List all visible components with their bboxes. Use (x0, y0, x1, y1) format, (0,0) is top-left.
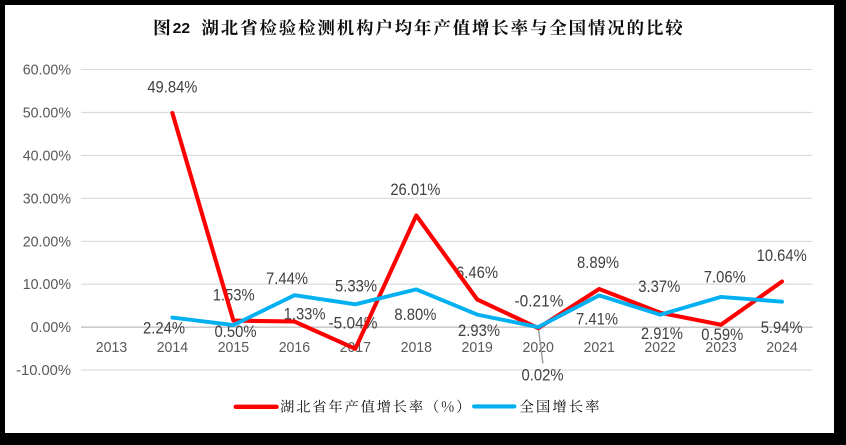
svg-text:60.00%: 60.00% (23, 62, 71, 79)
svg-text:30.00%: 30.00% (23, 190, 71, 207)
svg-text:2013: 2013 (96, 339, 127, 356)
svg-text:2024: 2024 (766, 339, 797, 356)
svg-text:50.00%: 50.00% (23, 104, 71, 121)
svg-text:2.91%: 2.91% (641, 324, 683, 343)
svg-text:26.01%: 26.01% (390, 180, 440, 199)
svg-text:7.41%: 7.41% (576, 310, 618, 329)
svg-text:8.80%: 8.80% (394, 305, 436, 324)
svg-text:2019: 2019 (462, 339, 493, 356)
svg-text:10.00%: 10.00% (23, 276, 71, 293)
svg-text:2.93%: 2.93% (458, 321, 500, 340)
svg-text:0.02%: 0.02% (522, 366, 564, 385)
svg-text:5.94%: 5.94% (761, 318, 803, 337)
svg-text:1.33%: 1.33% (284, 305, 326, 324)
svg-text:5.33%: 5.33% (335, 277, 377, 296)
svg-text:10.64%: 10.64% (757, 246, 807, 265)
svg-text:22: 22 (173, 20, 191, 37)
svg-text:2018: 2018 (401, 339, 432, 356)
svg-text:8.89%: 8.89% (577, 253, 619, 272)
svg-text:40.00%: 40.00% (23, 147, 71, 164)
svg-text:-10.00%: -10.00% (16, 362, 71, 379)
svg-text:3.37%: 3.37% (638, 277, 680, 296)
svg-text:0.59%: 0.59% (701, 325, 743, 344)
svg-text:2014: 2014 (157, 339, 188, 356)
svg-text:2022: 2022 (644, 339, 675, 356)
svg-text:2020: 2020 (523, 339, 554, 356)
svg-text:2.24%: 2.24% (143, 319, 185, 338)
svg-text:20.00%: 20.00% (23, 233, 71, 250)
svg-text:0.50%: 0.50% (215, 322, 257, 341)
svg-text:7.44%: 7.44% (266, 269, 308, 288)
svg-text:2023: 2023 (705, 339, 736, 356)
svg-text:7.06%: 7.06% (704, 268, 746, 287)
svg-text:2015: 2015 (218, 339, 249, 356)
svg-text:1.53%: 1.53% (213, 286, 255, 305)
svg-text:6.46%: 6.46% (456, 263, 498, 282)
svg-text:2016: 2016 (279, 339, 310, 356)
svg-text:49.84%: 49.84% (147, 78, 197, 97)
svg-text:-0.21%: -0.21% (515, 292, 564, 311)
svg-text:0.00%: 0.00% (31, 319, 71, 336)
svg-text:2021: 2021 (584, 339, 615, 356)
